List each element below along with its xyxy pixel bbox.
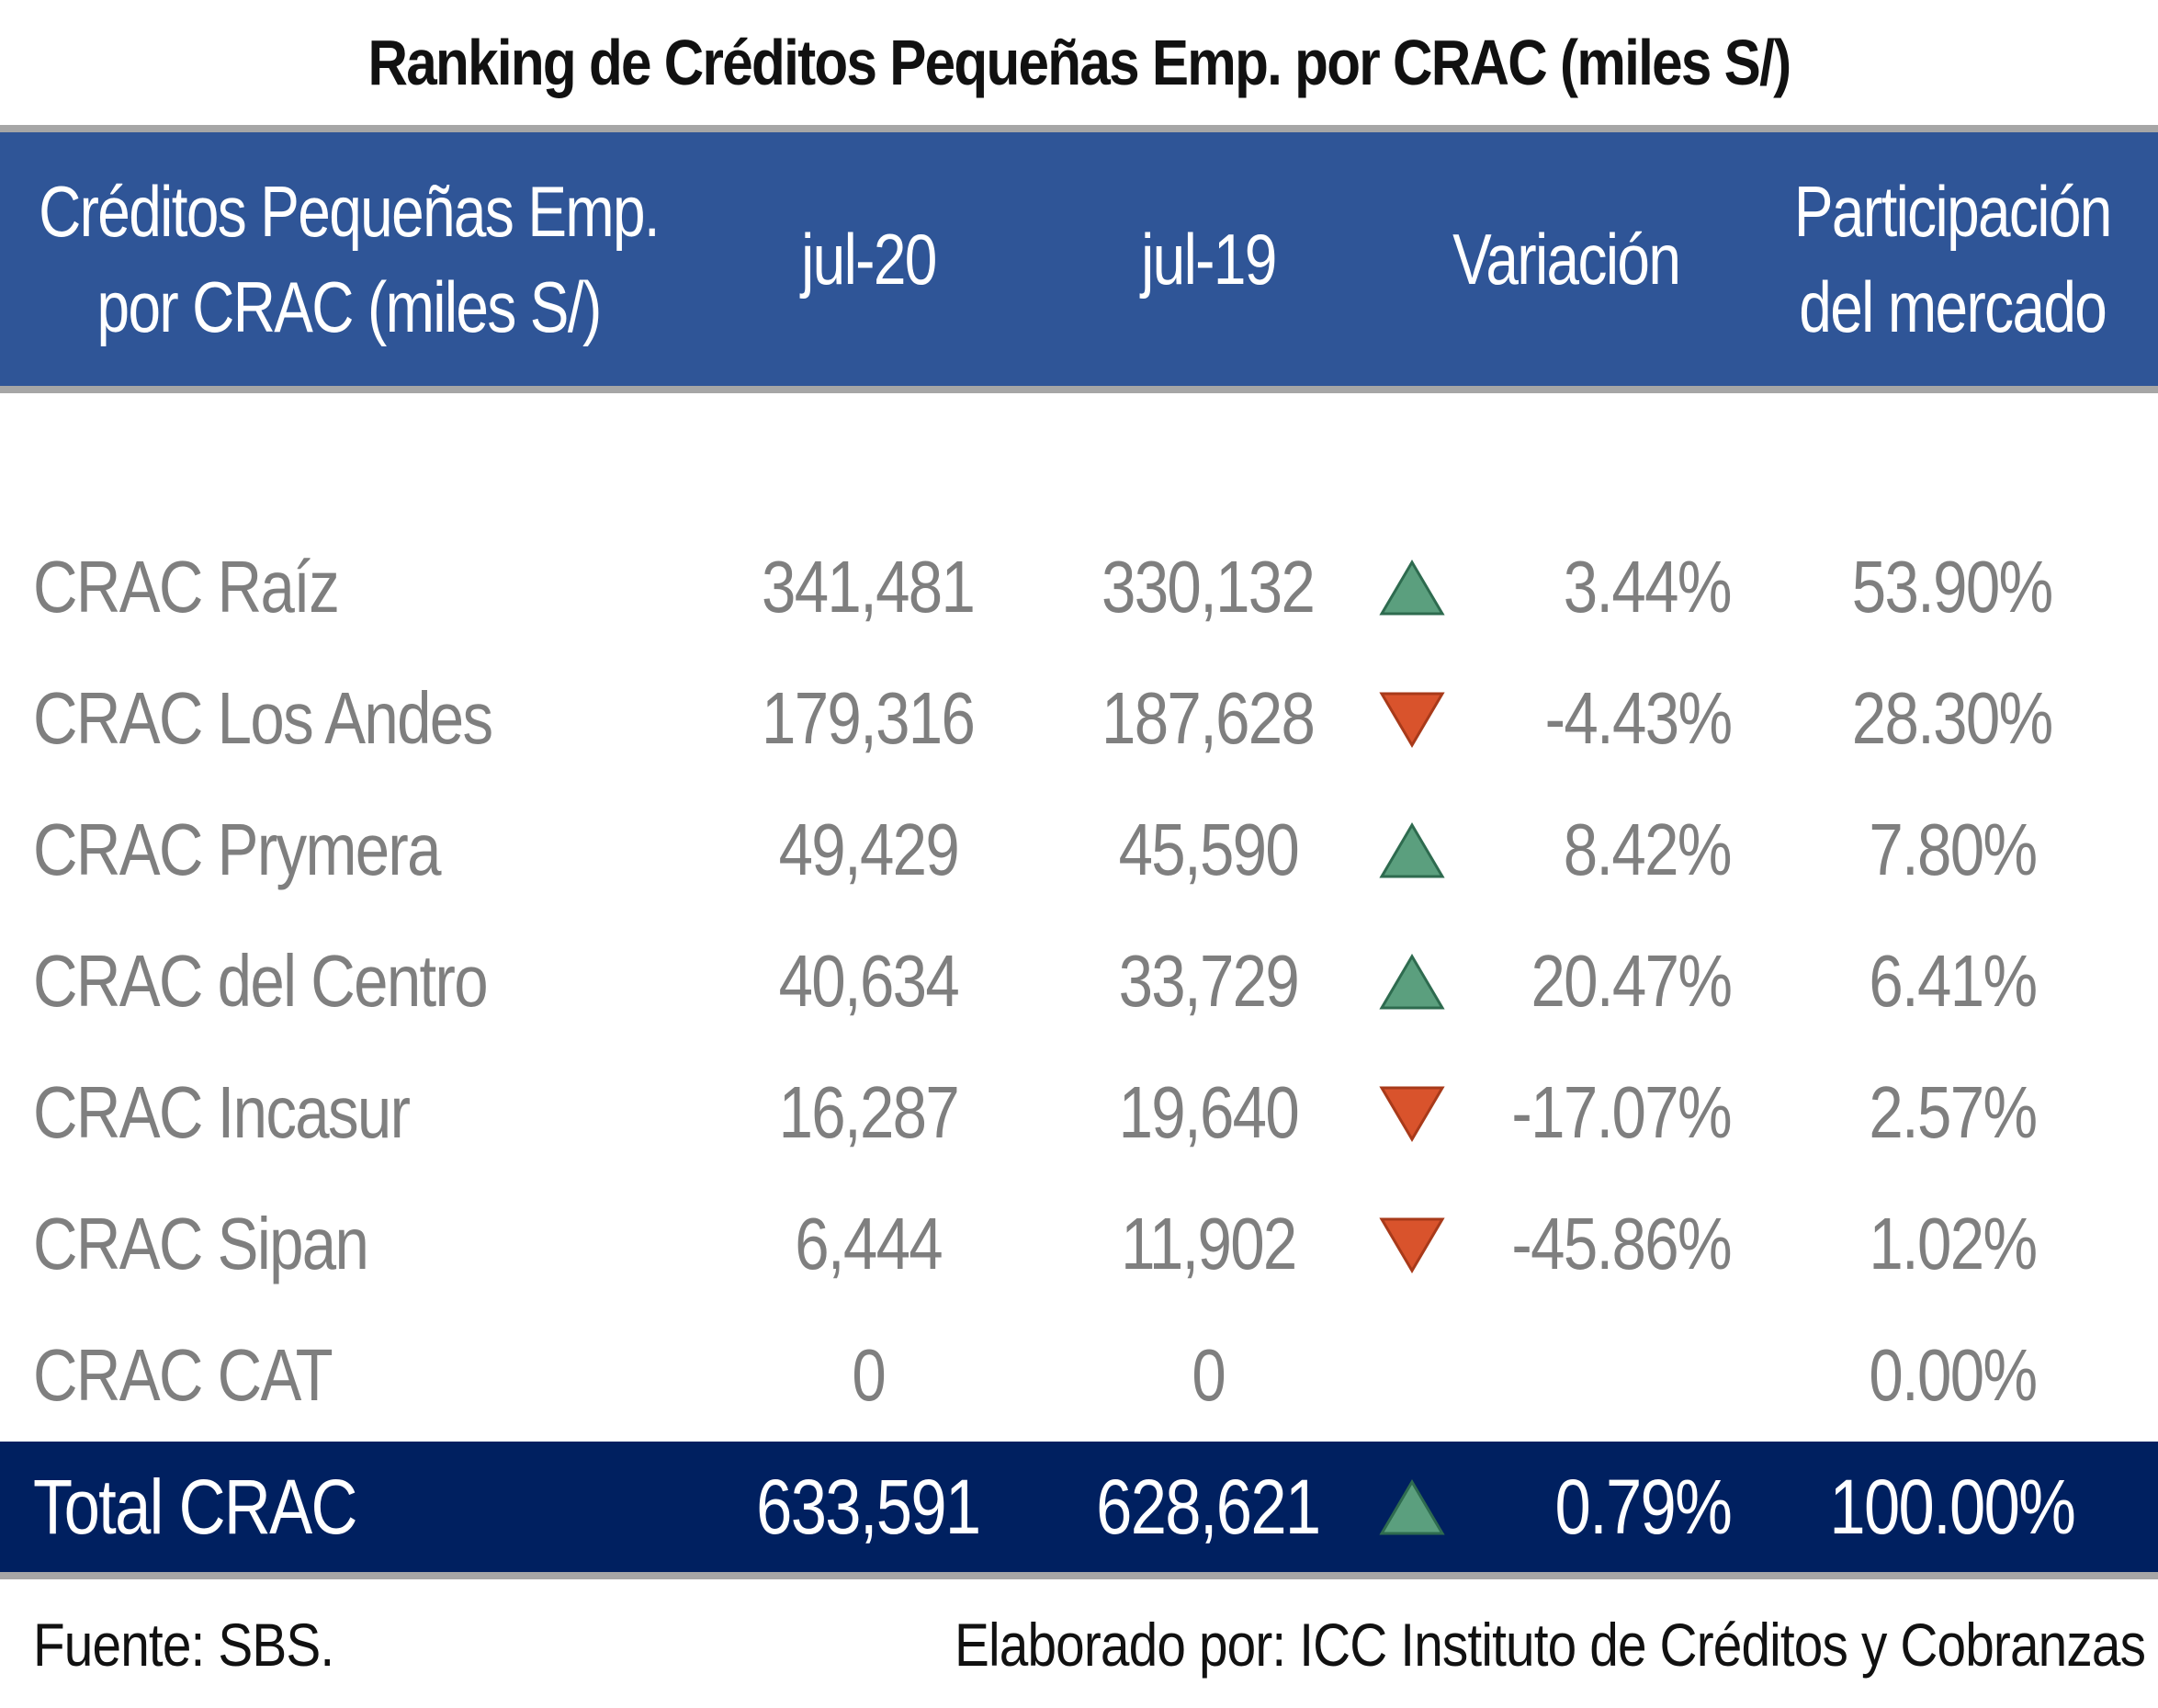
row-jul19: 330,132	[1102, 546, 1316, 628]
header-market-share: Participación del mercado	[1755, 132, 2150, 386]
row-variation: -45.86%	[1511, 1203, 1732, 1284]
row-name: CRAC Prymera	[33, 809, 442, 890]
total-jul20: 633,591	[756, 1463, 981, 1550]
source-note: Fuente: SBS.	[33, 1611, 334, 1679]
header-share-line1: Participación	[1793, 171, 2112, 252]
triangle-up-shape	[1379, 822, 1445, 878]
row-jul19: 187,628	[1102, 677, 1316, 759]
row-jul20: 341,481	[762, 546, 976, 628]
trend-down-icon	[1379, 1217, 1445, 1273]
row-name: CRAC CAT	[33, 1334, 333, 1416]
trend-up-icon	[1379, 1479, 1445, 1535]
row-jul20: 6,444	[795, 1203, 943, 1284]
header-name-line2: por CRAC (miles S/)	[96, 266, 603, 347]
table-row: CRAC Los Andes 179,316 187,628 -4.43% 28.30%	[0, 653, 2158, 784]
triangle-down-shape	[1379, 692, 1445, 748]
row-name: CRAC del Centro	[33, 940, 489, 1022]
row-share: 53.90%	[1852, 546, 2054, 628]
row-variation: 8.42%	[1563, 809, 1733, 890]
table-row: CRAC del Centro 40,634 33,729 20.47% 6.41%	[0, 916, 2158, 1046]
total-name: Total CRAC	[33, 1463, 357, 1550]
row-jul19: 33,729	[1118, 940, 1299, 1022]
table-row: CRAC CAT 0 0 0.00%	[0, 1310, 2158, 1441]
header-share-line2: del mercado	[1799, 266, 2107, 347]
total-row: Total CRAC 633,591 628,621 0.79% 100.00%	[0, 1442, 2158, 1579]
header-jul20: jul-20	[800, 219, 937, 300]
header-name-line1: Créditos Pequeñas Emp.	[39, 171, 661, 252]
row-variation	[1507, 1310, 1731, 1441]
row-variation: 20.47%	[1531, 940, 1733, 1022]
header-variation: Variación	[1452, 219, 1681, 300]
table-row: CRAC Prymera 49,429 45,590 8.42% 7.80%	[0, 785, 2158, 915]
row-jul19: 45,590	[1118, 809, 1299, 890]
row-name: CRAC Los Andes	[33, 677, 493, 759]
row-jul19: 19,640	[1118, 1071, 1299, 1153]
trend-none-icon	[1378, 1310, 1446, 1441]
header-jul19: jul-19	[1140, 219, 1277, 300]
header-name-column: Créditos Pequeñas Emp. por CRAC (miles S…	[0, 132, 698, 386]
triangle-up-shape	[1379, 954, 1445, 1010]
table-row: CRAC Raíz 341,481 330,132 3.44% 53.90%	[0, 522, 2158, 652]
row-variation: -4.43%	[1544, 677, 1733, 759]
total-jul19: 628,621	[1096, 1463, 1321, 1550]
row-share: 28.30%	[1852, 677, 2054, 759]
page-title: Ranking de Créditos Pequeñas Emp. por CR…	[367, 27, 1792, 98]
total-variation: 0.79%	[1554, 1463, 1732, 1550]
trend-down-icon	[1379, 692, 1445, 748]
trend-up-icon	[1379, 954, 1445, 1010]
triangle-down-shape	[1379, 1086, 1445, 1142]
row-share: 1.02%	[1868, 1203, 2038, 1284]
row-name: CRAC Incasur	[33, 1071, 411, 1153]
row-jul19: 11,902	[1120, 1203, 1297, 1284]
row-share: 2.57%	[1868, 1071, 2038, 1153]
total-share: 100.00%	[1829, 1463, 2076, 1550]
table-row: CRAC Sipan 6,444 11,902 -45.86% 1.02%	[0, 1179, 2158, 1309]
trend-down-icon	[1379, 1086, 1445, 1142]
row-name: CRAC Sipan	[33, 1203, 369, 1284]
row-jul20: 16,287	[778, 1071, 959, 1153]
row-name: CRAC Raíz	[33, 546, 340, 628]
table-row: CRAC Incasur 16,287 19,640 -17.07% 2.57%	[0, 1047, 2158, 1178]
row-jul20: 179,316	[762, 677, 976, 759]
row-jul19: 0	[1192, 1334, 1226, 1416]
row-jul20: 40,634	[778, 940, 959, 1022]
row-share: 6.41%	[1868, 940, 2038, 1022]
row-share: 0.00%	[1868, 1334, 2038, 1416]
row-jul20: 49,429	[778, 809, 959, 890]
triangle-down-shape	[1379, 1217, 1445, 1273]
row-share: 7.80%	[1868, 809, 2038, 890]
credit-note: Elaborado por: ICC Instituto de Créditos…	[954, 1611, 2146, 1679]
triangle-up-shape	[1379, 560, 1445, 616]
row-variation: 3.44%	[1563, 546, 1733, 628]
row-jul20: 0	[852, 1334, 886, 1416]
triangle-up-shape	[1379, 1479, 1445, 1535]
trend-up-icon	[1379, 822, 1445, 878]
row-variation: -17.07%	[1511, 1071, 1732, 1153]
trend-up-icon	[1379, 560, 1445, 616]
table-header: Créditos Pequeñas Emp. por CRAC (miles S…	[0, 125, 2158, 393]
